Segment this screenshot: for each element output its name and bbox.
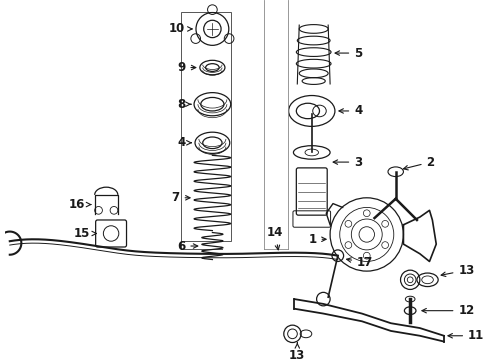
Text: 13: 13	[289, 343, 305, 360]
Text: 6: 6	[177, 239, 198, 252]
Text: 16: 16	[69, 198, 91, 211]
Text: 2: 2	[403, 156, 435, 170]
Text: 4: 4	[177, 136, 191, 149]
Text: 8: 8	[177, 98, 191, 111]
Text: 15: 15	[74, 227, 97, 240]
Bar	[180, 12, 231, 241]
Text: 5: 5	[335, 46, 363, 59]
Text: 1: 1	[309, 233, 326, 246]
Text: 10: 10	[169, 22, 192, 35]
Text: 7: 7	[172, 191, 190, 204]
Text: 14: 14	[267, 226, 283, 250]
Text: 3: 3	[333, 156, 362, 168]
Text: 9: 9	[177, 61, 196, 74]
Text: 11: 11	[448, 329, 484, 342]
Text: 17: 17	[346, 256, 373, 269]
Text: 4: 4	[339, 104, 363, 117]
Text: 13: 13	[441, 264, 475, 276]
Text: 12: 12	[422, 304, 475, 317]
